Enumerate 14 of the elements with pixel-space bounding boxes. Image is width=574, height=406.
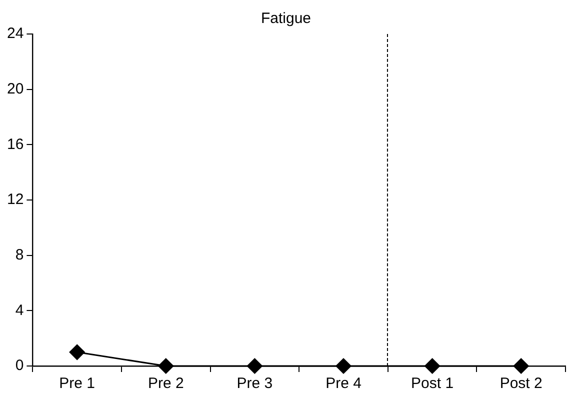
x-tick-label: Post 2 [500, 375, 542, 392]
y-tick-label: 8 [15, 246, 24, 264]
y-tick-label: 20 [6, 80, 24, 98]
y-tick-label: 0 [15, 357, 24, 374]
x-tick-label: Pre 3 [236, 375, 273, 392]
chart-title: Fatigue [260, 10, 312, 28]
x-tick-label: Pre 2 [148, 375, 184, 392]
y-tick-label: 16 [6, 136, 24, 153]
y-tick-label: 24 [6, 25, 24, 42]
x-tick-label: Post 1 [411, 375, 454, 392]
x-tick-label: Pre 4 [326, 375, 362, 392]
y-tick-label: 12 [6, 191, 24, 208]
y-tick-label: 4 [15, 302, 24, 319]
x-tick-label: Pre 1 [59, 375, 96, 392]
